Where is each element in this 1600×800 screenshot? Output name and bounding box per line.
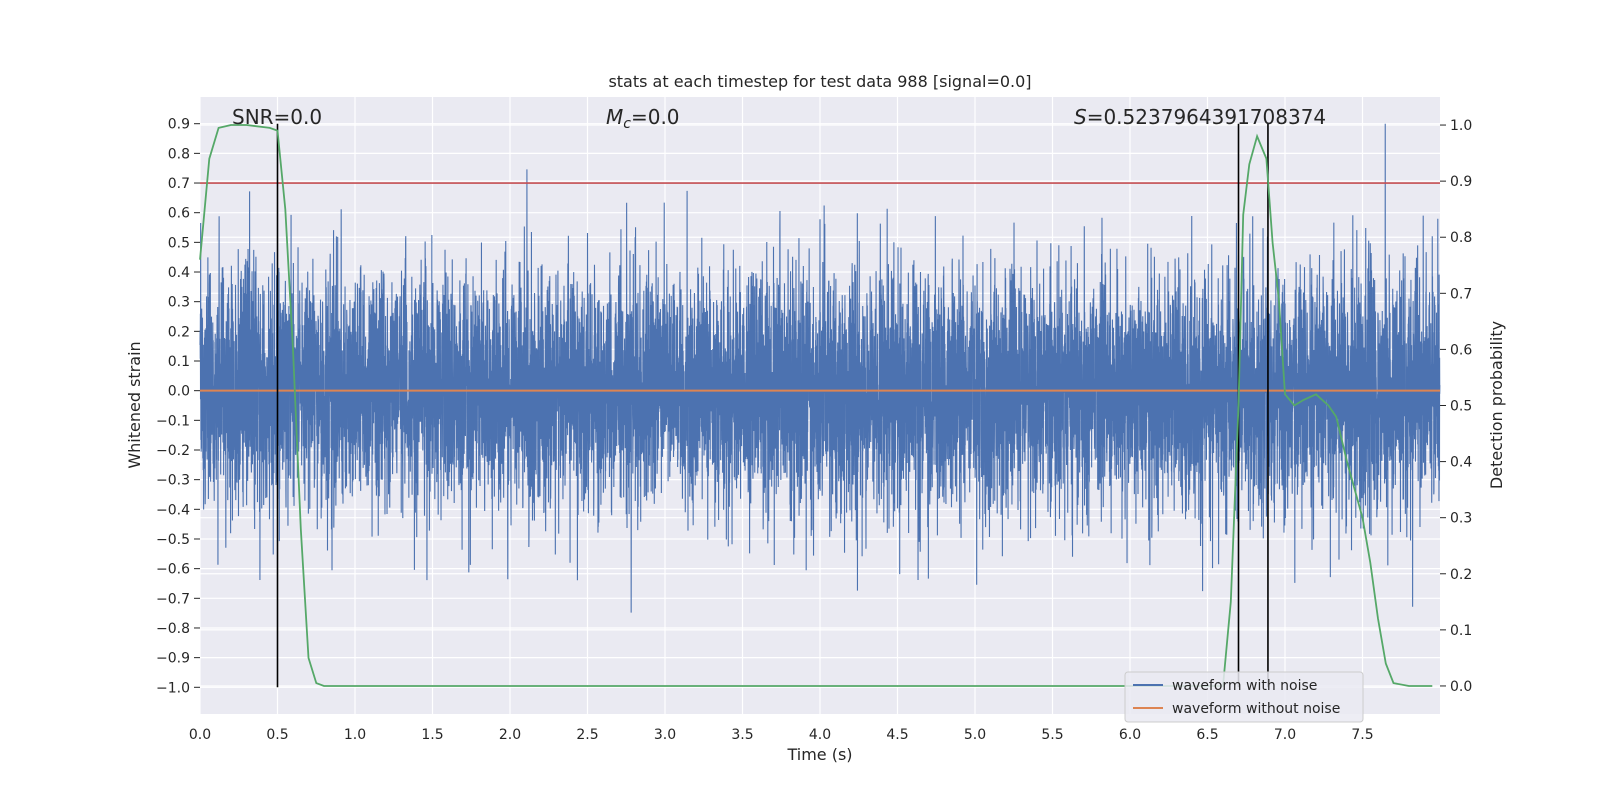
x-tick-label: 1.0 <box>344 727 366 743</box>
noise-trace <box>199 123 1441 613</box>
legend: waveform with noise waveform without noi… <box>1124 671 1364 723</box>
y2-tick-label: 0.7 <box>1450 286 1472 302</box>
legend-label-clean: waveform without noise <box>1172 701 1340 717</box>
y-tick-label: 0.8 <box>168 146 190 162</box>
y2-tick-label: 1.0 <box>1450 118 1472 134</box>
x-tick-label: 0.5 <box>266 727 288 743</box>
y2-tick-label: 0.2 <box>1450 567 1472 583</box>
y-tick-label: −0.9 <box>156 651 190 667</box>
y-tick-label: −0.1 <box>156 413 190 429</box>
score-symbol: S <box>1074 105 1087 129</box>
x-tick-label: 5.0 <box>964 727 986 743</box>
y-tick-label: 0.5 <box>168 235 190 251</box>
x-tick-label: 6.0 <box>1119 727 1141 743</box>
y2-tick-label: 0.5 <box>1450 399 1472 415</box>
y-tick-label: −0.4 <box>156 502 190 518</box>
x-tick-label: 4.0 <box>809 727 831 743</box>
legend-box <box>1124 671 1364 723</box>
y2-tick-label: 0.9 <box>1450 174 1472 190</box>
x-tick-label: 4.5 <box>886 727 908 743</box>
x-tick-label: 3.0 <box>654 727 676 743</box>
y-tick-label: −0.8 <box>156 621 190 637</box>
y2-tick-labels: 1.0 0.9 0.8 0.7 0.6 0.5 0.4 0.3 0.2 0.1 0.0 <box>1450 118 1472 695</box>
y-tick-label: 0.3 <box>168 295 190 311</box>
y2-tick-label: 0.8 <box>1450 230 1472 246</box>
y2-axis-label: Detection probability <box>1487 321 1506 489</box>
y-tick-label: 0.4 <box>168 265 190 281</box>
y-tick-label: −0.3 <box>156 473 190 489</box>
x-tick-label: 1.5 <box>421 727 443 743</box>
y-axis-label: Whitened strain <box>125 341 144 468</box>
y2-tick-label: 0.0 <box>1450 679 1472 695</box>
x-tick-label: 5.5 <box>1041 727 1063 743</box>
y-tick-label: −0.2 <box>156 443 190 459</box>
detection-probability-series <box>199 124 1433 687</box>
y-tick-label: 0.6 <box>168 206 190 222</box>
x-tick-label: 7.0 <box>1274 727 1296 743</box>
x-tick-labels: 0.0 0.5 1.0 1.5 2.0 2.5 3.0 3.5 4.0 4.5 5.0 5.5 6.0 6… <box>189 727 1374 743</box>
snr-annotation: SNR=0.0 <box>232 105 322 129</box>
x-tick-label: 6.5 <box>1196 727 1218 743</box>
y-tick-label: 0.1 <box>168 354 190 370</box>
waveform-with-noise-series <box>199 123 1441 613</box>
y-tick-label: 0.0 <box>168 384 190 400</box>
y-tick-label: −0.5 <box>156 532 190 548</box>
x-tick-label: 3.5 <box>731 727 753 743</box>
y-tick-label: 0.7 <box>168 176 190 192</box>
y2-tick-label: 0.6 <box>1450 342 1472 358</box>
y-tick-label: −1.0 <box>156 680 190 696</box>
chirp-mass-subscript: c <box>623 116 631 132</box>
chirp-mass-value: =0.0 <box>631 105 680 129</box>
x-tick-label: 0.0 <box>189 727 211 743</box>
x-axis-label: Time (s) <box>786 745 852 764</box>
legend-label-noise: waveform with noise <box>1172 678 1317 694</box>
score-value: =0.5237964391708374 <box>1087 105 1326 129</box>
x-tick-label: 7.5 <box>1351 727 1373 743</box>
y-tick-label: 0.9 <box>168 117 190 133</box>
score-annotation: S=0.5237964391708374 <box>1074 105 1326 129</box>
y2-tick-label: 0.4 <box>1450 455 1472 471</box>
y2-tick-label: 0.1 <box>1450 623 1472 639</box>
y-tick-labels: 0.9 0.8 0.7 0.6 0.5 0.4 0.3 0.2 0.1 0.0 −0.1 −0.2 −0… <box>156 117 190 697</box>
chart-title: stats at each timestep for test data 988… <box>608 72 1031 91</box>
chirp-mass-annotation: Mc=0.0 <box>606 105 680 132</box>
chirp-mass-symbol: M <box>606 105 623 129</box>
x-tick-label: 2.0 <box>499 727 521 743</box>
y2-tick-label: 0.3 <box>1450 511 1472 527</box>
y-tick-label: 0.2 <box>168 324 190 340</box>
x-tick-label: 2.5 <box>576 727 598 743</box>
y-tick-label: −0.7 <box>156 591 190 607</box>
y-tick-label: −0.6 <box>156 562 190 578</box>
